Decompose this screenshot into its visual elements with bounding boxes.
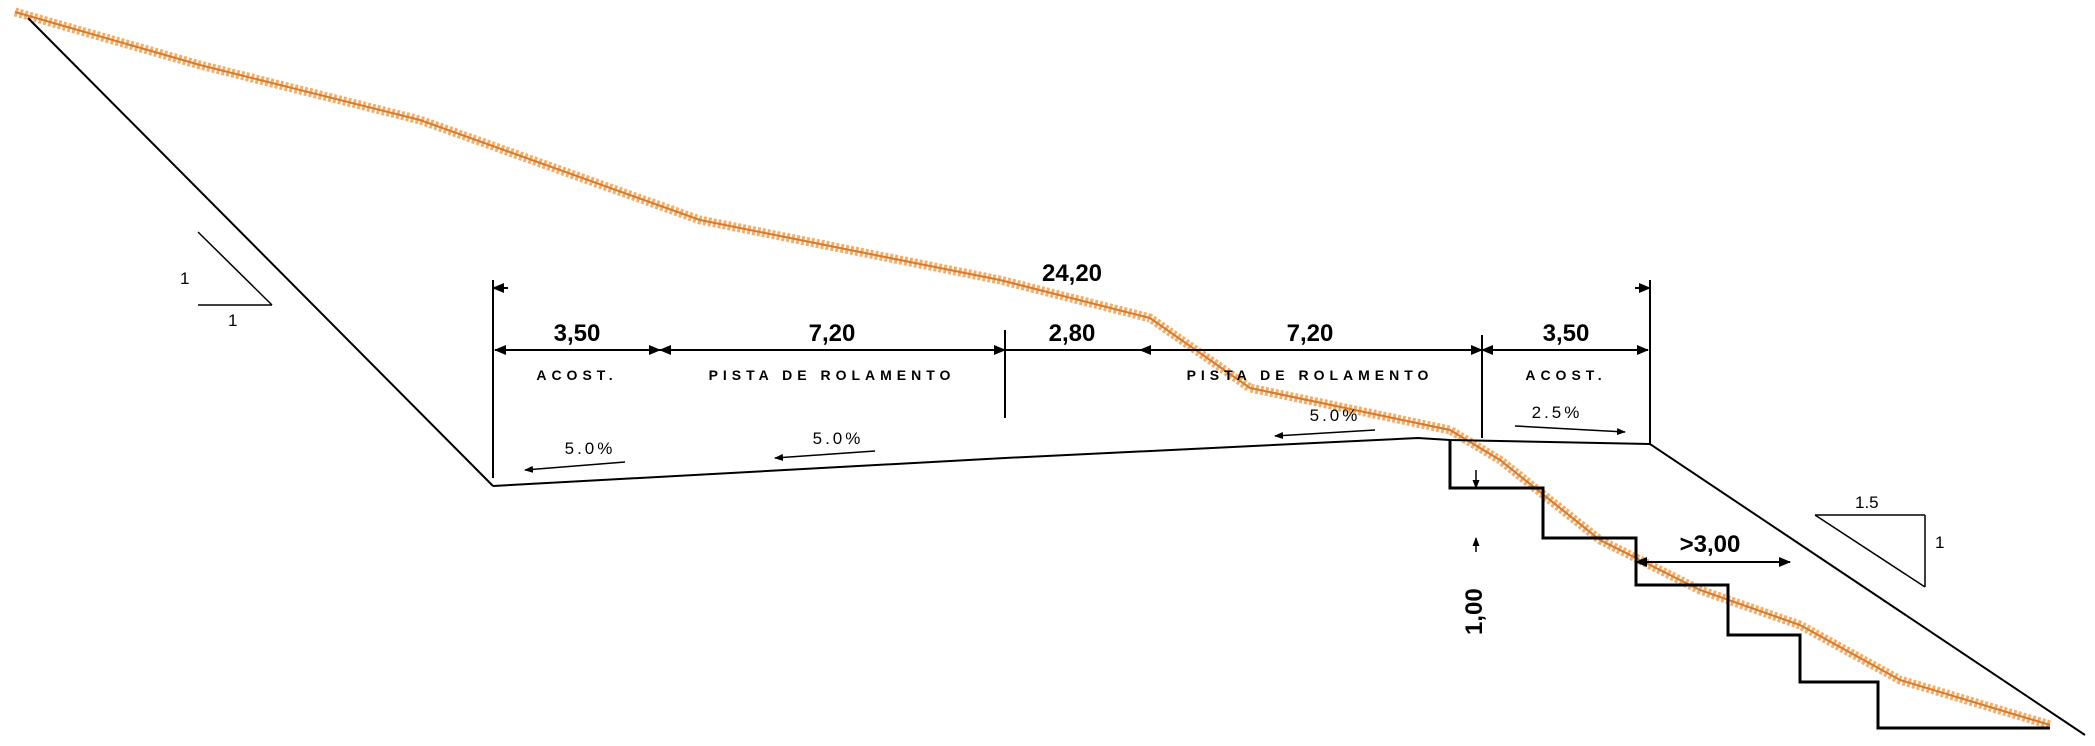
step-height-value: 1,00 xyxy=(1461,588,1488,635)
pista-left-label: PISTA DE ROLAMENTO xyxy=(709,367,956,383)
cut-slope-ratio-triangle: 1 1 xyxy=(180,231,273,330)
svg-text:5.0%: 5.0% xyxy=(813,429,864,448)
fill-ratio-horizontal: 1.5 xyxy=(1855,493,1879,512)
fill-slope-line xyxy=(1649,443,2086,736)
total-width-dimension: 24,20 xyxy=(492,260,1651,478)
step-width-value: >3,00 xyxy=(1680,531,1741,558)
benching-steps xyxy=(1448,440,2050,730)
acost-left-label: ACOST. xyxy=(536,367,617,383)
cut-slope-line xyxy=(27,17,494,487)
step-width-dimension: >3,00 xyxy=(1635,531,1791,567)
segment-dimension-line xyxy=(494,330,1649,438)
natural-terrain-line xyxy=(13,7,2052,730)
step-height-dimension: 1,00 xyxy=(1450,470,1490,635)
slope-pista-left: 5.0% xyxy=(774,429,876,461)
canteiro-width: 2,80 xyxy=(1049,320,1096,347)
pista-left-width: 7,20 xyxy=(809,320,856,347)
svg-text:5.0%: 5.0% xyxy=(1310,406,1361,425)
acost-left-width: 3,50 xyxy=(554,320,601,347)
pista-right-label: PISTA DE ROLAMENTO xyxy=(1187,367,1434,383)
slope-acost-left: 5.0% xyxy=(524,439,626,473)
pista-right-width: 7,20 xyxy=(1287,320,1334,347)
slope-acost-right: 2.5% xyxy=(1514,403,1626,436)
fill-ratio-vertical: 1 xyxy=(1935,533,1944,552)
svg-text:2.5%: 2.5% xyxy=(1532,403,1583,422)
cut-ratio-horizontal: 1 xyxy=(228,311,237,330)
cut-ratio-vertical: 1 xyxy=(180,269,189,288)
fill-slope-ratio-triangle: 1.5 1 xyxy=(1814,493,1944,588)
svg-text:5.0%: 5.0% xyxy=(565,439,616,458)
total-width-value: 24,20 xyxy=(1042,260,1102,287)
pavement-surface xyxy=(492,436,1651,487)
slope-pista-right: 5.0% xyxy=(1274,406,1376,440)
acost-right-width: 3,50 xyxy=(1543,320,1590,347)
acost-right-label: ACOST. xyxy=(1525,367,1606,383)
